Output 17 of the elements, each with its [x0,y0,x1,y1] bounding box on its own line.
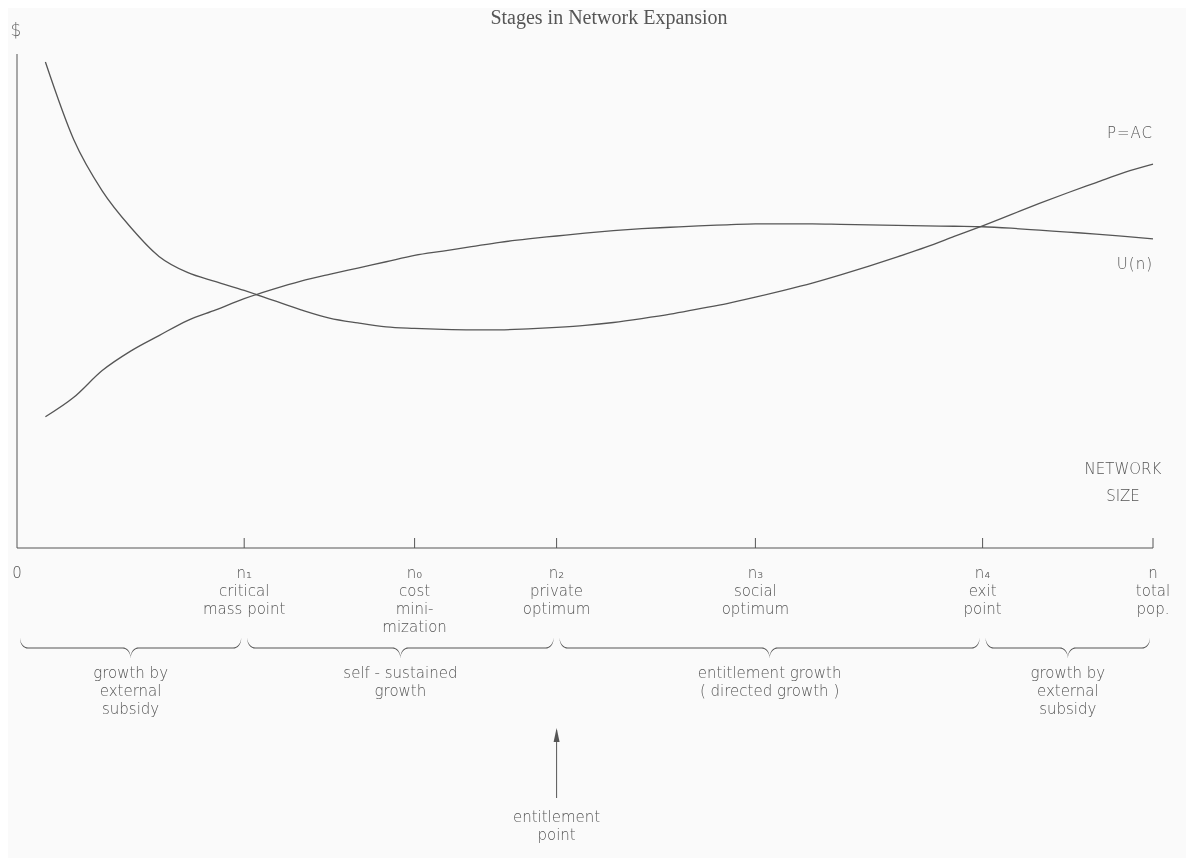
text: growth by external subsidy [1030,664,1106,718]
x-tick-label: n₃ social optimum [721,564,790,618]
series-label: U(n) [1116,254,1153,273]
x-tick-label: n total pop. [1135,564,1171,618]
text: entitlement point [512,808,601,844]
x-tick-label: 0 [12,564,22,582]
chart-title: Stages in Network Expansion [490,6,728,29]
x-tick-label: n₀ cost mini- mization [382,564,447,636]
text: entitlement growth ( directed growth ) [697,664,842,700]
text: self - sustained growth [343,664,458,700]
text: growth by external subsidy [93,664,169,718]
x-axis-title: NETWORK SIZE [1084,460,1162,505]
y-axis-title: $ [10,20,22,40]
series-label: P=AC [1106,124,1153,143]
x-tick-label: n₄ exit point [963,564,1002,618]
x-tick-label: n₂ private optimum [522,564,591,618]
x-tick-label: n₁ critical mass point [202,564,286,618]
